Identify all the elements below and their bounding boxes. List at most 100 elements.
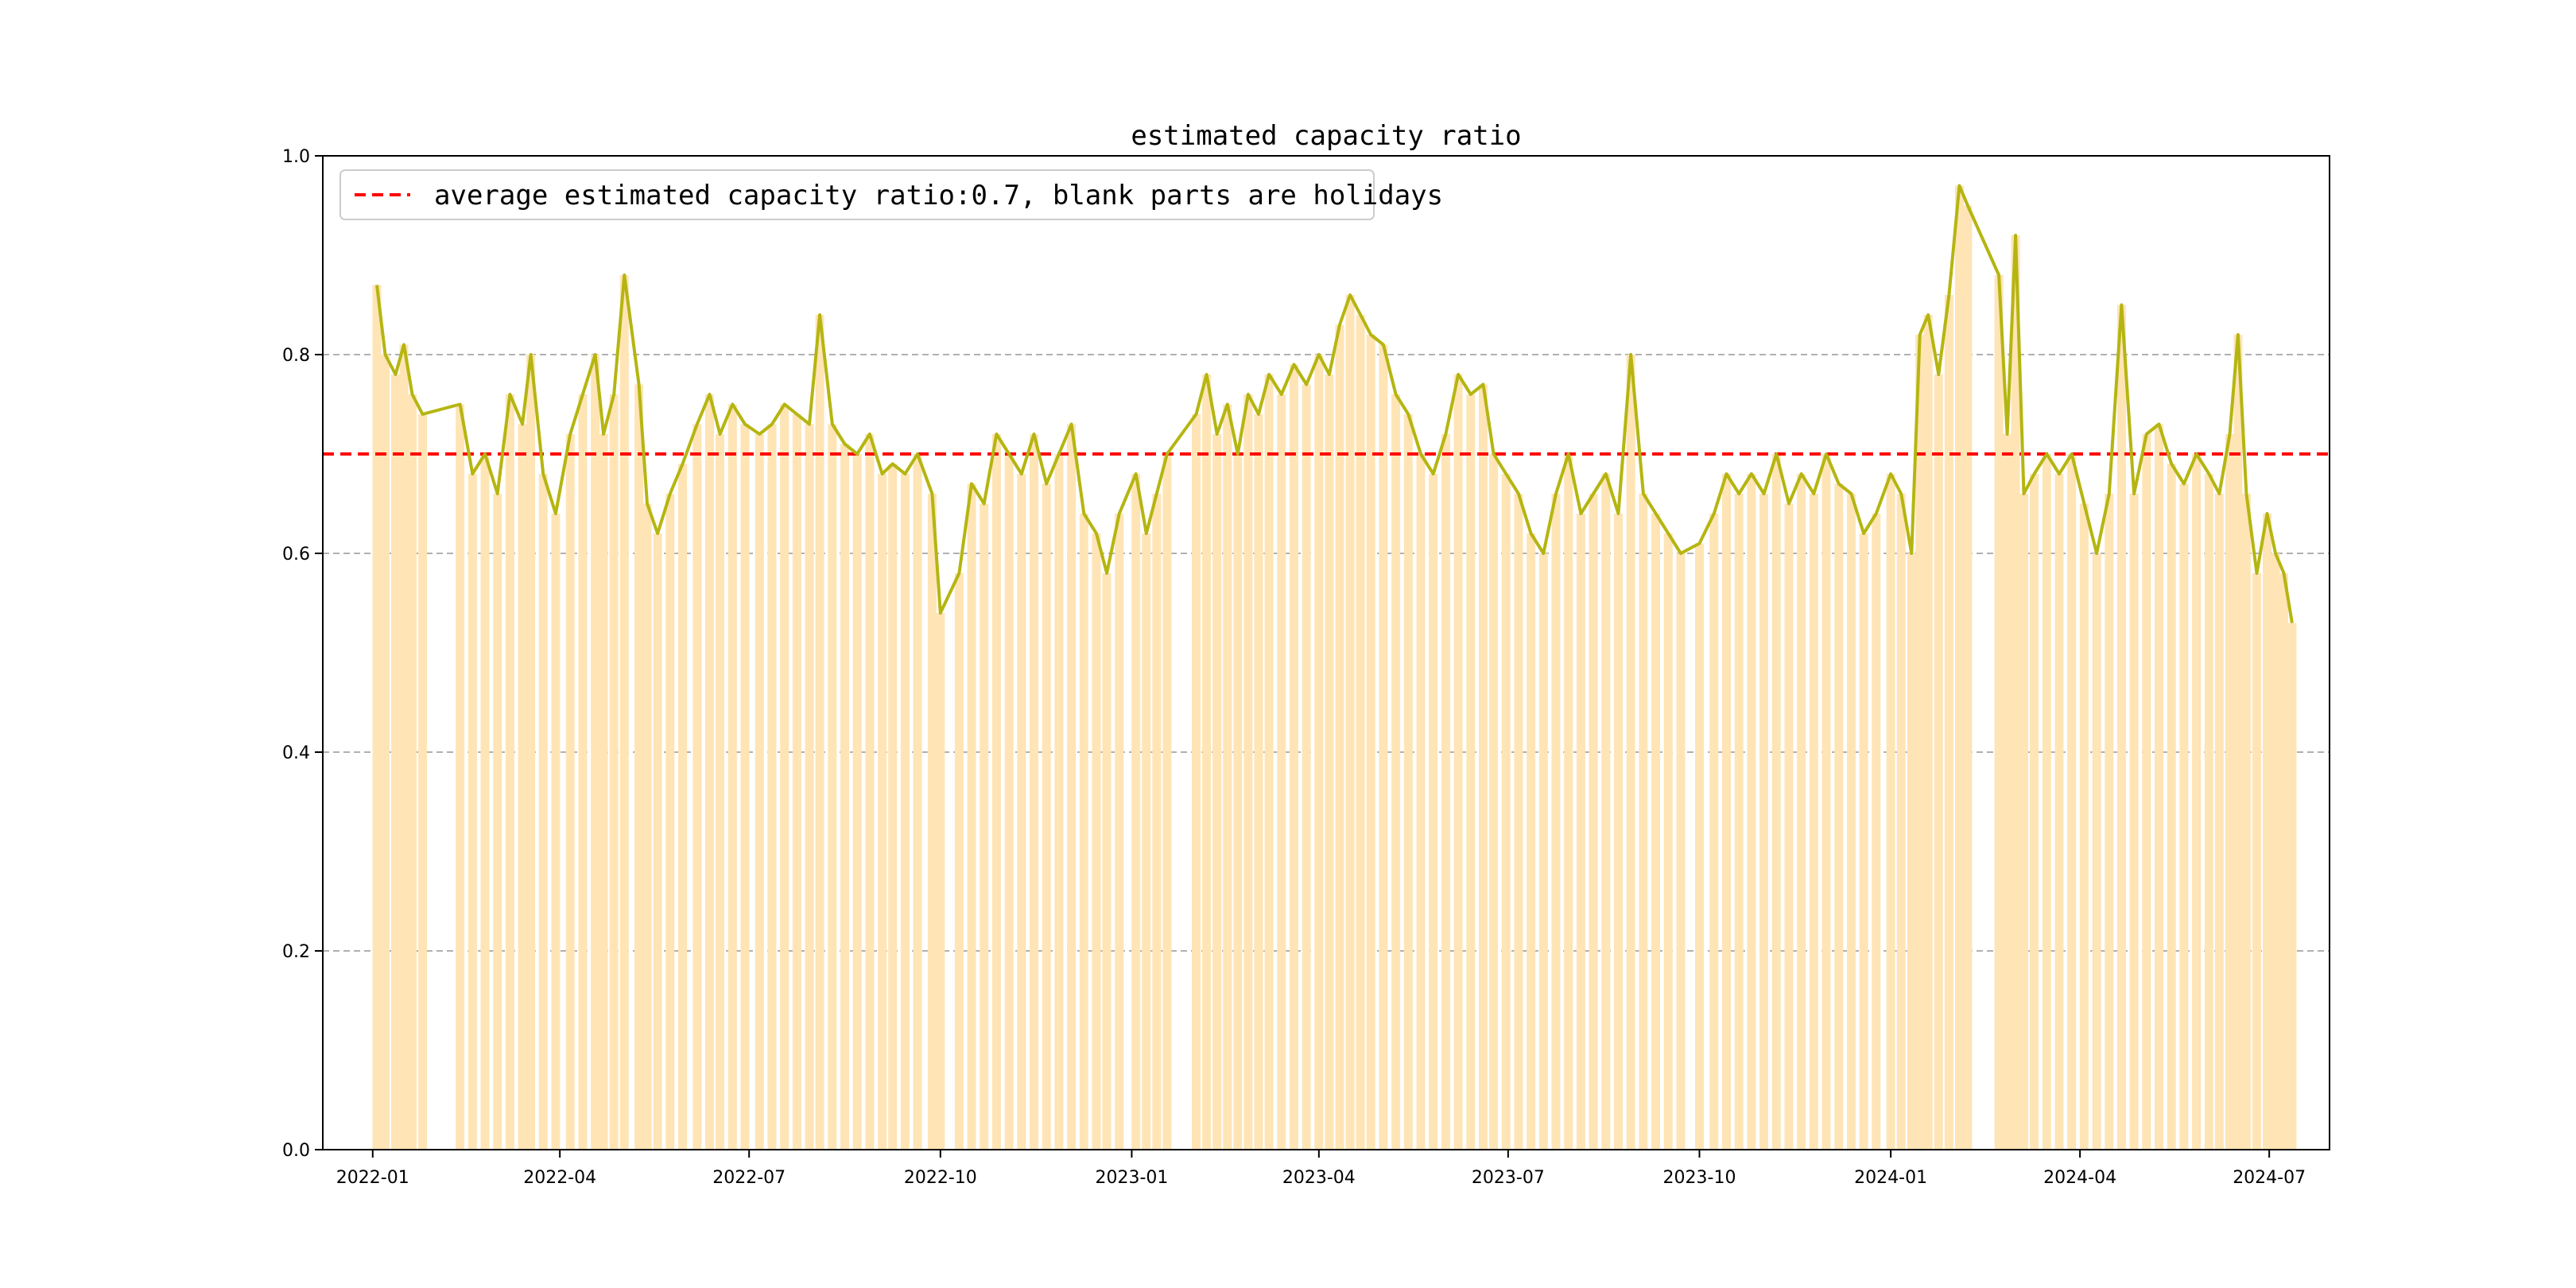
capacity-bar: [1030, 434, 1039, 1150]
capacity-bar: [1734, 494, 1744, 1150]
capacity-bar: [1907, 553, 1916, 1150]
capacity-bar: [1564, 454, 1573, 1150]
y-tick-label: 0.6: [282, 545, 310, 564]
capacity-bar: [1004, 454, 1014, 1150]
capacity-bar: [642, 503, 652, 1150]
capacity-bar: [2233, 335, 2243, 1150]
capacity-bar: [1759, 494, 1769, 1150]
capacity-bar: [551, 514, 561, 1150]
y-tick-label: 0.2: [282, 942, 310, 962]
x-axis: 2022-01 2022-04 2022-07 2022-10 2023-01 2023-…: [336, 1150, 2306, 1188]
capacity-bar: [1514, 494, 1523, 1150]
capacity-bar: [967, 483, 976, 1150]
capacity-bar: [954, 573, 964, 1150]
capacity-bar: [1416, 454, 1426, 1150]
capacity-bar: [1809, 494, 1818, 1150]
capacity-bar: [399, 344, 409, 1150]
capacity-bar: [2003, 434, 2012, 1150]
capacity-bar: [1709, 514, 1719, 1150]
capacity-bar: [1453, 374, 1463, 1150]
plot-frame: [322, 155, 2330, 1150]
capacity-bar: [418, 414, 428, 1150]
capacity-bar: [1576, 514, 1585, 1150]
capacity-bar: [828, 424, 837, 1150]
capacity-bar: [1934, 374, 1943, 1150]
capacity-bar: [677, 464, 687, 1150]
capacity-bar: [1017, 474, 1026, 1150]
capacity-bar: [2030, 474, 2039, 1150]
capacity-bar: [1302, 384, 1311, 1150]
legend-label: average estimated capacity ratio:0.7, bl…: [434, 180, 1443, 211]
capacity-bar: [1663, 533, 1673, 1150]
capacity-bar: [1797, 474, 1806, 1150]
capacity-bar: [1162, 454, 1172, 1150]
capacity-bar: [1192, 414, 1201, 1150]
capacity-bar: [1429, 474, 1438, 1150]
legend: average estimated capacity ratio:0.7, bl…: [339, 169, 1443, 220]
capacity-bar: [2042, 454, 2051, 1150]
capacity-bar: [1441, 434, 1450, 1150]
capacity-bar: [1721, 474, 1731, 1150]
capacity-bar: [2214, 494, 2224, 1150]
capacity-bar: [1202, 374, 1212, 1150]
capacity-bar: [1954, 185, 1964, 1150]
capacity-bar: [1747, 474, 1756, 1150]
capacity-bar: [1277, 394, 1286, 1150]
capacity-bar: [1601, 474, 1611, 1150]
y-axis: 0.0 0.2 0.4 0.6 0.8 1.0: [282, 147, 323, 1161]
capacity-bar: [1994, 275, 2004, 1150]
capacity-bar: [2105, 494, 2114, 1150]
capacity-bar: [692, 424, 702, 1150]
x-tick-label: 2024-01: [1854, 1168, 1927, 1188]
x-tick-label: 2022-01: [336, 1168, 409, 1188]
capacity-bar: [865, 434, 875, 1150]
capacity-bar: [1784, 503, 1794, 1150]
capacity-bar: [1243, 394, 1253, 1150]
capacity-bar: [900, 474, 910, 1150]
capacity-bar: [2263, 514, 2272, 1150]
capacity-bar: [1314, 355, 1324, 1150]
y-tick-label: 0.8: [282, 346, 310, 366]
capacity-bar: [609, 394, 619, 1150]
capacity-bar: [1676, 553, 1686, 1150]
capacity-bar: [1254, 414, 1263, 1150]
capacity-bar: [1356, 315, 1365, 1150]
chart-title: estimated capacity ratio: [1131, 120, 1521, 152]
capacity-bar: [1501, 474, 1511, 1150]
x-tick-label: 2024-07: [2233, 1168, 2306, 1188]
capacity-line-layer: [375, 184, 2294, 623]
capacity-bar: [1589, 494, 1598, 1150]
capacity-bar: [913, 454, 922, 1150]
y-tick-label: 0.4: [282, 743, 310, 763]
capacity-bar: [2279, 573, 2288, 1150]
capacity-bar: [815, 315, 824, 1150]
capacity-bar: [653, 533, 662, 1150]
capacity-bar: [927, 494, 937, 1150]
capacity-bar: [1102, 573, 1111, 1150]
capacity-bar: [1223, 404, 1232, 1150]
capacity-bar: [1054, 454, 1064, 1150]
capacity-bar: [2092, 553, 2101, 1150]
capacity-bar: [1366, 335, 1375, 1150]
capacity-bar: [2192, 454, 2202, 1150]
capacity-bar: [767, 424, 777, 1150]
capacity-bar: [1821, 454, 1831, 1150]
capacity-bar: [1694, 543, 1704, 1150]
capacity-bar: [372, 285, 382, 1150]
capacity-bar: [2271, 553, 2280, 1150]
capacity-bar: [2129, 494, 2139, 1150]
capacity-bar: [1325, 374, 1334, 1150]
capacity-bar: [1886, 474, 1895, 1150]
capacity-bar: [2167, 464, 2176, 1150]
capacity-bar: [526, 355, 536, 1150]
x-tick-label: 2023-01: [1095, 1168, 1168, 1188]
legend-box: [339, 169, 1375, 220]
capacity-bar: [2155, 424, 2164, 1150]
capacity-bar: [1872, 514, 1881, 1150]
x-tick-label: 2023-10: [1663, 1168, 1736, 1188]
capacity-bar: [1264, 374, 1274, 1150]
capacity-bar: [1651, 514, 1661, 1150]
capacity-bar: [1335, 324, 1344, 1150]
capacity-bar: [2179, 483, 2189, 1150]
capacity-bar: [391, 374, 401, 1150]
